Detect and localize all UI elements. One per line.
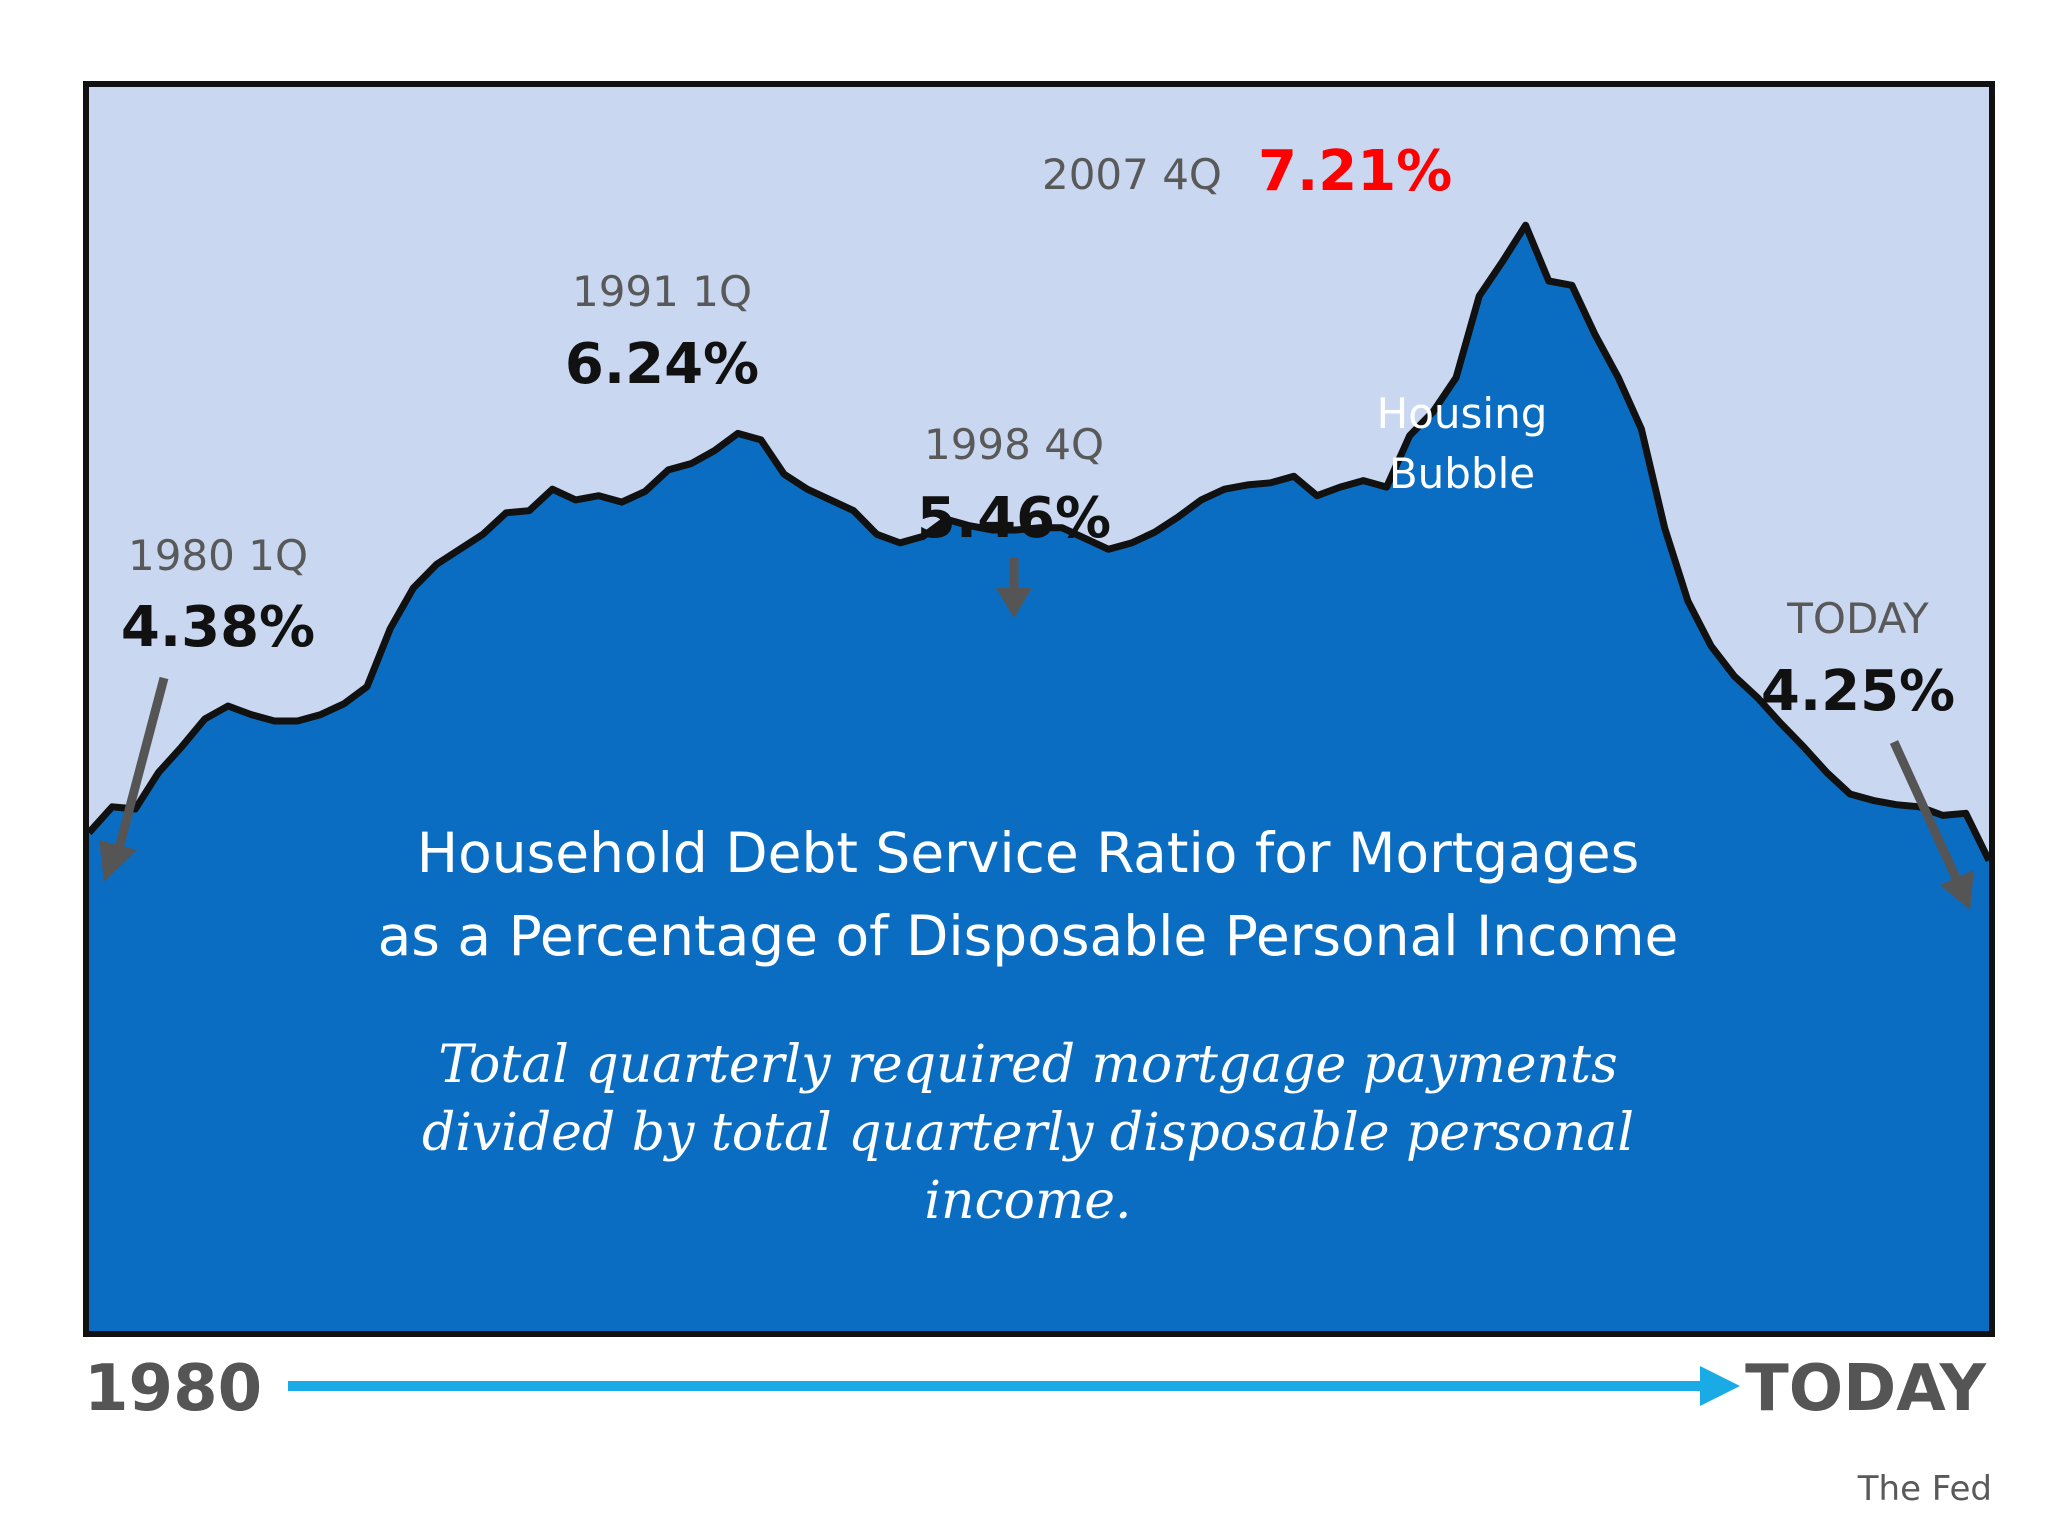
annotation-1998-value: 5.46% xyxy=(917,486,1111,551)
x-axis-start-label: 1980 xyxy=(84,1352,262,1426)
housing-bubble-label-line-1: Housing xyxy=(1377,389,1548,438)
chart-subtitle-line-3: income. xyxy=(924,1171,1131,1231)
annotation-today-value: 4.25% xyxy=(1761,659,1955,724)
pointer-arrow-1980 xyxy=(99,676,169,882)
data-line xyxy=(86,221,1993,863)
annotation-today-label: TODAY xyxy=(1786,594,1929,643)
annotation-1991-value: 6.24% xyxy=(565,332,759,397)
annotation-1980: 1980 1Q 4.38% xyxy=(99,531,315,882)
chart-subtitle-line-1: Total quarterly required mortgage paymen… xyxy=(438,1035,1617,1095)
annotation-2007: 2007 4Q 7.21% xyxy=(1042,139,1452,204)
annotation-1998-label: 1998 4Q xyxy=(924,420,1104,469)
chart-subtitle-line-2: divided by total quarterly disposable pe… xyxy=(422,1103,1634,1163)
annotation-1991-label: 1991 1Q xyxy=(572,267,752,316)
annotation-1980-value: 4.38% xyxy=(121,595,315,660)
chart-title-line-2: as a Percentage of Disposable Personal I… xyxy=(378,904,1679,968)
annotation-2007-label: 2007 4Q xyxy=(1042,150,1222,199)
housing-bubble-label-line-2: Bubble xyxy=(1389,449,1535,498)
pointer-arrow-today xyxy=(1889,740,1974,910)
annotation-2007-value: 7.21% xyxy=(1258,139,1452,204)
chart-title-line-1: Household Debt Service Ratio for Mortgag… xyxy=(417,821,1640,885)
plot-frame xyxy=(83,81,1995,1337)
timeline-arrow xyxy=(288,1366,1740,1406)
annotation-1998: 1998 4Q 5.46% xyxy=(917,420,1111,618)
x-axis-end-label: TODAY xyxy=(1745,1352,1987,1426)
annotation-today: TODAY 4.25% xyxy=(1761,594,1974,910)
annotation-1980-label: 1980 1Q xyxy=(128,531,308,580)
source-label: The Fed xyxy=(1857,1469,1992,1509)
data-area xyxy=(89,225,1989,1332)
pointer-arrow-1998 xyxy=(996,558,1032,618)
annotation-1991: 1991 1Q 6.24% xyxy=(565,267,759,397)
